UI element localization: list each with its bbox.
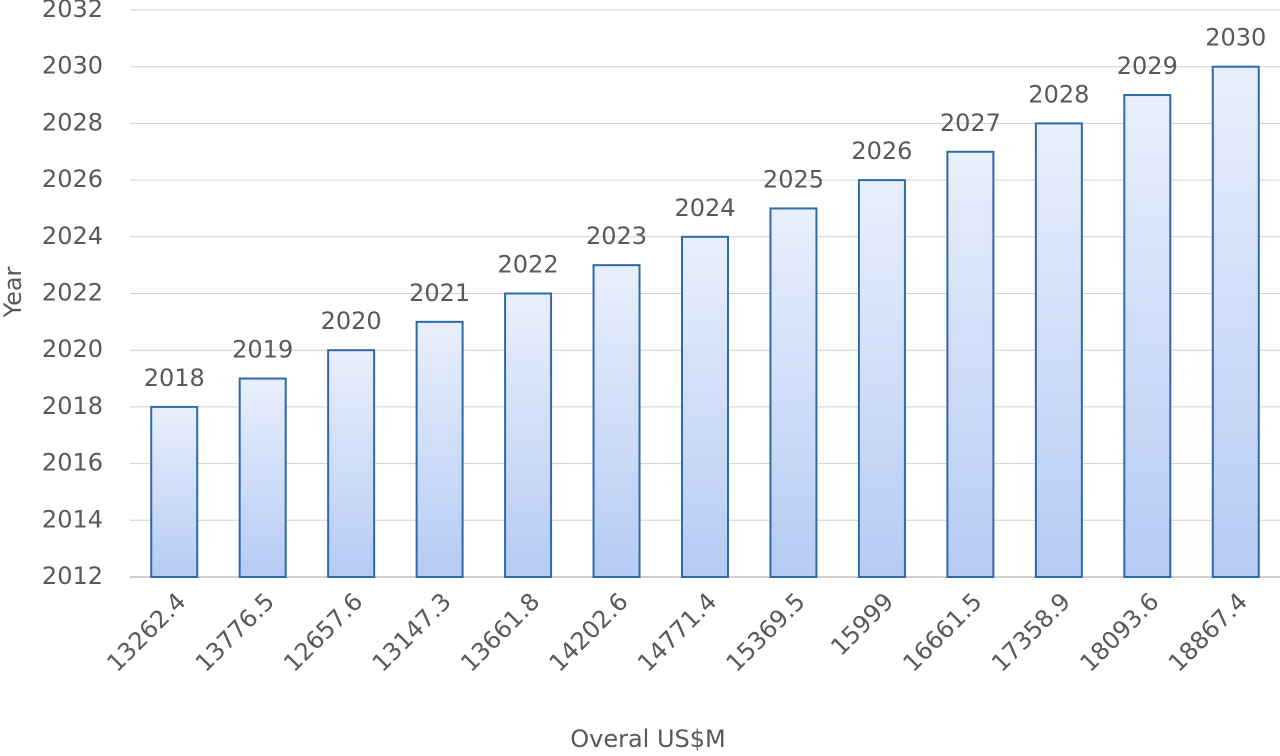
data-label: 2030 <box>1205 24 1266 52</box>
data-label: 2022 <box>498 251 559 279</box>
y-tick-label: 2028 <box>42 108 103 136</box>
data-label: 2021 <box>409 279 470 307</box>
y-tick-label: 2018 <box>42 392 103 420</box>
y-tick-label: 2020 <box>42 335 103 363</box>
data-label: 2027 <box>940 109 1001 137</box>
x-tick-label: 13147.3 <box>367 587 457 677</box>
x-tick-label: 15369.5 <box>721 587 811 677</box>
data-label: 2029 <box>1117 52 1178 80</box>
data-label: 2026 <box>851 137 912 165</box>
bar <box>857 179 906 578</box>
bar <box>1034 122 1083 579</box>
y-tick-label: 2032 <box>42 0 103 23</box>
bar <box>946 150 995 578</box>
x-tick-label: 18093.6 <box>1075 587 1165 677</box>
x-tick-label: 13262.4 <box>101 587 191 677</box>
bar <box>681 235 729 579</box>
data-label: 2019 <box>232 336 293 364</box>
y-tick-label: 2024 <box>42 222 103 250</box>
bar <box>769 207 818 578</box>
x-tick-label: 16661.5 <box>898 587 988 677</box>
y-tick-label: 2030 <box>42 52 103 80</box>
data-label: 2020 <box>321 307 382 335</box>
x-tick-label: 17358.9 <box>986 587 1076 677</box>
bar <box>592 264 641 578</box>
x-tick-label: 15999 <box>825 587 899 661</box>
bar <box>1211 65 1260 578</box>
x-tick-label: 14202.6 <box>544 587 634 677</box>
data-label: 2018 <box>144 364 205 392</box>
data-label: 2028 <box>1028 80 1089 108</box>
y-tick-label: 2014 <box>42 505 103 533</box>
y-axis-title: Year <box>0 266 27 318</box>
x-tick-label: 12657.6 <box>278 587 368 677</box>
bar <box>150 405 199 578</box>
bar <box>415 320 464 578</box>
data-label: 2024 <box>674 194 735 222</box>
x-tick-label: 14771.4 <box>632 587 722 677</box>
data-label: 2025 <box>763 165 824 193</box>
bar <box>1123 94 1172 579</box>
x-tick-label: 18867.4 <box>1163 587 1253 677</box>
x-tick-label: 13776.5 <box>190 587 280 677</box>
bar <box>238 377 287 578</box>
x-axis-title: Overal US$M <box>570 725 726 753</box>
y-tick-label: 2016 <box>42 449 103 477</box>
bar <box>327 349 376 579</box>
y-tick-label: 2022 <box>42 279 103 307</box>
data-label: 2023 <box>586 222 647 250</box>
bar <box>504 292 553 578</box>
y-tick-label: 2012 <box>42 562 103 590</box>
x-tick-label: 13661.8 <box>455 587 545 677</box>
y-tick-label: 2026 <box>42 165 103 193</box>
